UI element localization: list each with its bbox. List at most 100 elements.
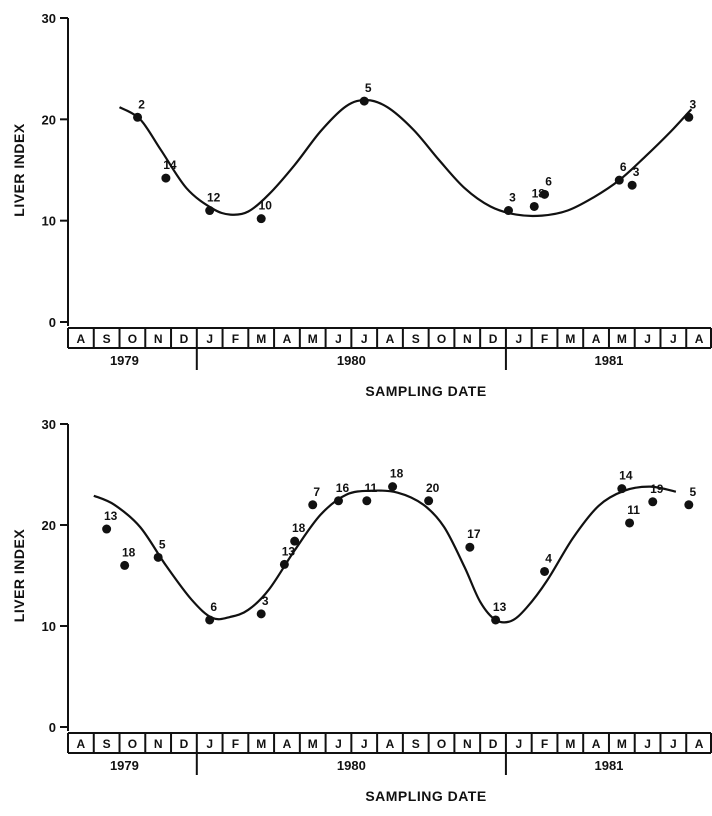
data-point [617, 484, 627, 494]
y-tick-label: 30 [42, 417, 56, 432]
y-axis-title: LIVER INDEX [11, 123, 27, 217]
data-point [503, 206, 513, 216]
month-label: J [515, 737, 522, 751]
data-point [333, 496, 343, 506]
sample-size-label: 6 [620, 160, 627, 174]
sample-size-label: 11 [627, 503, 640, 517]
data-point [540, 189, 550, 199]
sample-size-label: 19 [650, 482, 664, 496]
data-point [627, 180, 637, 190]
data-point [614, 175, 624, 185]
data-point [133, 112, 143, 122]
month-label: J [644, 332, 651, 346]
sample-size-label: 16 [336, 481, 350, 495]
data-point [424, 496, 434, 506]
data-point [205, 206, 215, 216]
month-label: A [77, 737, 86, 751]
month-label: S [103, 332, 111, 346]
month-label: J [670, 332, 677, 346]
month-label: O [128, 332, 137, 346]
month-label: A [386, 737, 395, 751]
data-point [102, 524, 112, 534]
sample-size-label: 13 [493, 600, 507, 614]
x-axis-title: SAMPLING DATE [365, 383, 486, 399]
month-label: M [256, 737, 266, 751]
sample-size-label: 17 [467, 527, 481, 541]
data-point [359, 96, 369, 106]
data-point [120, 560, 130, 570]
data-point [279, 559, 289, 569]
data-point [153, 552, 163, 562]
month-label: F [232, 737, 239, 751]
data-point [205, 615, 215, 625]
month-label: M [565, 737, 575, 751]
sample-size-label: 3 [509, 191, 516, 205]
month-label: M [308, 332, 318, 346]
sample-size-label: 14 [619, 469, 633, 483]
year-label: 1980 [337, 353, 366, 368]
data-point [684, 112, 694, 122]
year-label: 1980 [337, 758, 366, 773]
month-label: J [335, 332, 342, 346]
y-tick-label: 10 [42, 619, 56, 634]
sample-size-label: 3 [262, 594, 269, 608]
month-label: J [515, 332, 522, 346]
y-tick-label: 10 [42, 214, 56, 229]
sample-size-label: 12 [207, 191, 221, 205]
chart-panel-2: 0 10 20 30 LIVER INDEX A S O N D J F M A M J J A S O N D J F M A M… [11, 417, 712, 804]
data-point [625, 518, 635, 528]
data-point [491, 615, 501, 625]
sample-size-label: 3 [633, 165, 640, 179]
month-label: J [206, 737, 213, 751]
month-label: J [335, 737, 342, 751]
month-label: M [308, 737, 318, 751]
month-label: A [77, 332, 86, 346]
month-label: A [592, 737, 601, 751]
year-label: 1979 [110, 353, 139, 368]
month-label: N [463, 332, 472, 346]
year-label: 1979 [110, 758, 139, 773]
sample-size-label: 10 [259, 199, 273, 213]
data-point [465, 542, 475, 552]
data-point [362, 496, 372, 506]
chart-panel-1: 0 10 20 30 LIVER INDEX A S O N D J F M A M J J A S O N D J F M A M… [11, 11, 712, 399]
month-label: O [437, 737, 446, 751]
month-label: A [695, 332, 704, 346]
sample-size-label: 4 [545, 551, 552, 565]
month-label: A [283, 332, 292, 346]
data-point [161, 173, 171, 183]
sample-size-label: 6 [545, 174, 552, 188]
sample-size-label: 11 [364, 481, 377, 495]
sample-size-label: 7 [313, 485, 320, 499]
month-label: F [541, 737, 548, 751]
y-tick-label: 0 [49, 720, 56, 735]
sample-size-label: 14 [163, 158, 177, 172]
y-tick-label: 20 [42, 518, 56, 533]
month-label: M [617, 332, 627, 346]
data-point [388, 482, 398, 492]
sample-size-label: 13 [104, 509, 118, 523]
year-label: 1981 [594, 758, 623, 773]
month-label: D [489, 737, 498, 751]
y-tick-label: 20 [42, 112, 56, 127]
month-label: M [256, 332, 266, 346]
y-tick-label: 0 [49, 315, 56, 330]
month-label: A [283, 737, 292, 751]
data-point [308, 500, 318, 510]
sample-size-label: 6 [210, 600, 217, 614]
month-label: A [592, 332, 601, 346]
y-axis-title: LIVER INDEX [11, 529, 27, 623]
sample-size-label: 18 [122, 545, 136, 559]
sample-size-label: 20 [426, 481, 440, 495]
data-point [529, 201, 539, 211]
month-label: N [154, 332, 163, 346]
data-point [256, 214, 266, 224]
month-label: J [644, 737, 651, 751]
sample-size-label: 3 [689, 97, 696, 111]
month-label: N [154, 737, 163, 751]
sample-size-label: 5 [689, 485, 696, 499]
year-label: 1981 [594, 353, 623, 368]
sample-size-label: 2 [138, 97, 145, 111]
month-label: S [412, 737, 420, 751]
data-point [256, 609, 266, 619]
